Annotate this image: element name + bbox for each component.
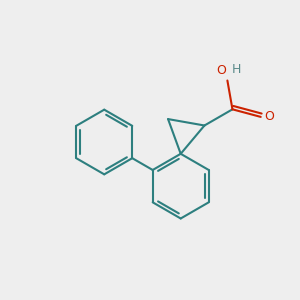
Text: O: O (216, 64, 226, 77)
Text: O: O (265, 110, 275, 123)
Text: H: H (232, 63, 242, 76)
